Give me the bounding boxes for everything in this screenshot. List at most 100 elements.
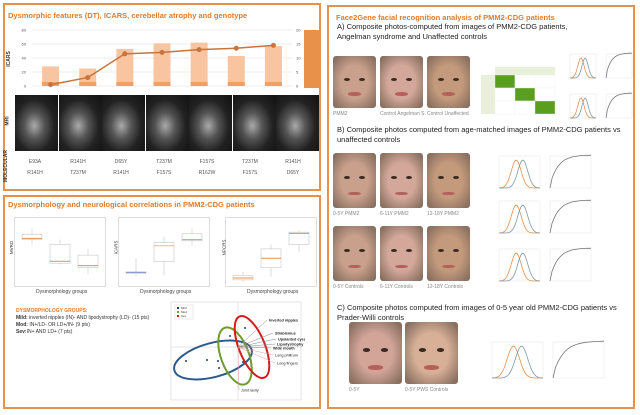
boxplot-svg [232, 230, 310, 282]
control-curve [492, 345, 544, 379]
genotype-allele: F157S [242, 170, 258, 176]
group-text: inverted nipples (IN)- AND lipodystrophy… [27, 315, 150, 321]
boxplot-svg [21, 228, 99, 274]
loading-arrow [237, 346, 276, 364]
matrix-cell [534, 74, 556, 89]
genotype-allele: F157S [199, 159, 215, 165]
eye [438, 77, 445, 81]
eye [344, 77, 351, 81]
matrix-col-header [515, 67, 535, 75]
feature-label: Strabismus [275, 332, 296, 336]
box [153, 242, 175, 262]
legend-swatch [177, 311, 179, 313]
section-c-heading: C) Composite photos computed from images… [337, 303, 617, 322]
eye [391, 249, 398, 253]
mouth [442, 264, 455, 269]
genotype-allele: R141H [113, 170, 129, 176]
matrix-col-header [495, 67, 515, 75]
patient-curve [498, 204, 540, 234]
group-sev: Sev:IN+ AND LD+ (7 pts) [16, 329, 72, 335]
score-distribution-roc [491, 340, 605, 379]
dt-point [159, 49, 165, 55]
feature-label: Long fingers [277, 362, 298, 366]
box [21, 234, 43, 240]
legend [174, 304, 194, 320]
composite-face [333, 226, 376, 281]
icars-bar [153, 43, 171, 86]
mri-label: MRI [4, 116, 11, 126]
face-caption: PMM2 [333, 111, 348, 117]
matrix-cell [494, 74, 516, 89]
eye [438, 176, 445, 180]
confusion-matrix [481, 67, 556, 115]
control-curve [570, 97, 597, 119]
genotype-allele: R162W [198, 170, 216, 176]
genotype-allele: R141H [27, 170, 43, 176]
roc-curve [552, 340, 605, 379]
group-text: IN+/LD- OR LD+/IN- (9 pts) [27, 322, 90, 328]
eye [452, 176, 459, 180]
panel-title: Face2Gene facial recognition analysis of… [336, 13, 555, 22]
feature-label: Joint laxity [241, 389, 259, 393]
dt-point [196, 47, 202, 53]
mouth [442, 191, 455, 196]
y2-tick-label: 10 [296, 56, 301, 61]
face-caption: 6-11Y Controls [380, 284, 413, 290]
eye [391, 77, 398, 81]
face-caption: 6-11Y PMM2 [380, 211, 409, 217]
group-mod: Mod: IN+/LD- OR LD+/IN- (9 pts) [16, 322, 90, 328]
genotype-allele: R141H [70, 159, 86, 165]
boxplot-panel [225, 217, 317, 287]
score-distribution-roc [569, 52, 633, 79]
y-tick-label: 60 [22, 42, 27, 47]
panel-title: Dysmorphic features (DT), ICARS, cerebel… [8, 11, 248, 20]
loading-arrow [237, 319, 268, 348]
eye [405, 176, 412, 180]
eye [452, 249, 459, 253]
composite-face [380, 226, 423, 281]
eye [358, 249, 365, 253]
y2-tick-label: 5 [296, 70, 299, 75]
mouth [368, 365, 383, 370]
mouth [424, 365, 439, 370]
box [288, 231, 310, 245]
composite-face [333, 56, 376, 108]
box [181, 233, 203, 242]
eye [405, 77, 412, 81]
score-distribution-roc [569, 92, 633, 119]
matrix-cell [514, 74, 536, 89]
roc-frame [549, 200, 592, 234]
group-mild: Mild: inverted nipples (IN)- AND lipodys… [16, 315, 149, 321]
eye [358, 176, 365, 180]
legend-swatch [177, 307, 179, 309]
control-curve [499, 159, 541, 189]
composite-face [333, 153, 376, 208]
matrix-cell [514, 100, 536, 115]
panel-face2gene: Face2Gene facial recognition analysis of… [327, 5, 635, 409]
face-caption: 12-18Y PMM2 [427, 211, 459, 217]
composite-face [405, 322, 458, 384]
legend-label: Mod [181, 310, 187, 314]
eye [452, 77, 459, 81]
patient-curve [498, 159, 540, 189]
face-caption: 0-5Y PWS Controls [405, 387, 449, 393]
ellipse-mild [173, 339, 253, 381]
loading-arrow [237, 346, 274, 356]
roc-curve [605, 92, 633, 119]
icars-bar-base [264, 82, 282, 86]
matrix-cell [534, 100, 556, 115]
data-point [242, 361, 244, 363]
loading-arrow [237, 338, 277, 348]
data-point [206, 359, 208, 361]
matrix-cell [494, 87, 516, 102]
loading-arrow [237, 346, 240, 391]
mri-image [232, 95, 276, 151]
composite-face [380, 56, 423, 108]
face-caption: 12-18Y Controls [427, 284, 464, 290]
matrix-cell [494, 100, 516, 115]
distribution-frame [569, 53, 597, 79]
molecular-label: MOLECULAR [2, 150, 9, 182]
legend-swatch [177, 315, 179, 317]
loading-arrow [237, 346, 272, 349]
dt-point [270, 42, 276, 48]
